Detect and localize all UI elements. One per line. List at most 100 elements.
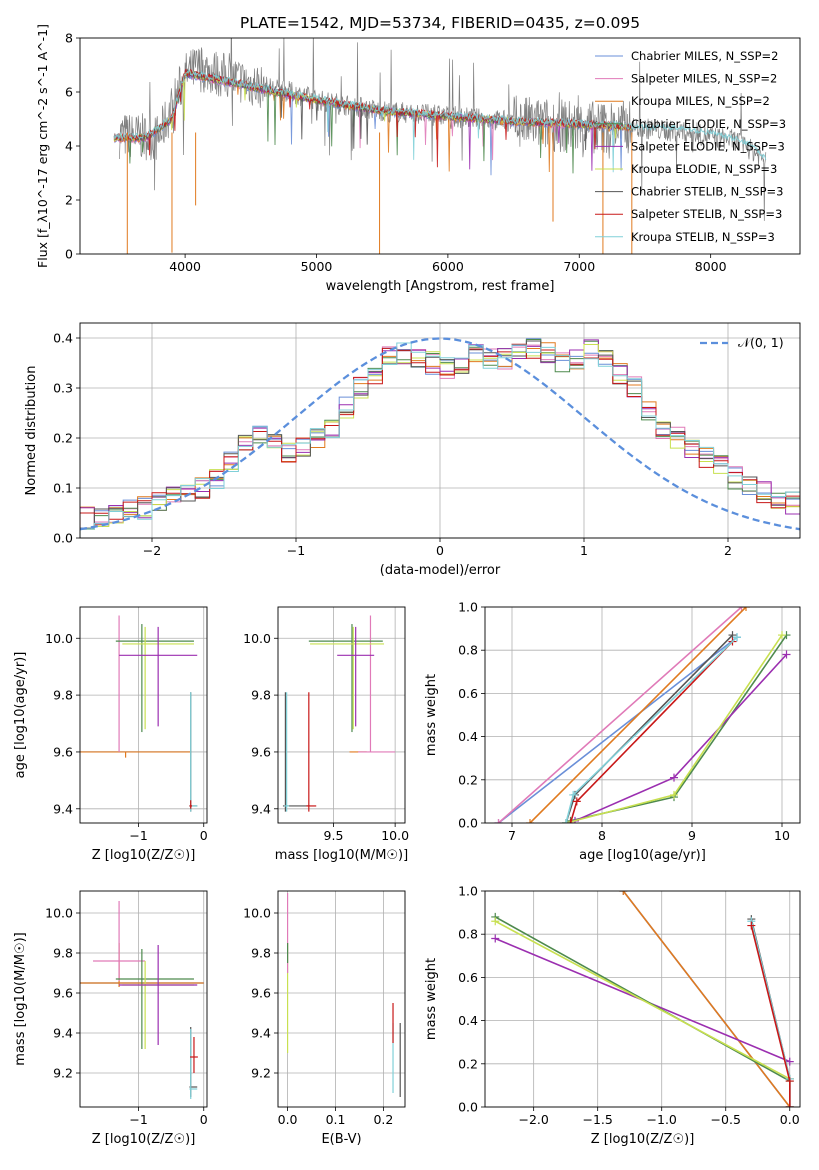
plot-frame [484,606,801,824]
histogram-lines [80,337,800,538]
legend-label: Kroupa MILES, N_SSP=2 [631,94,770,108]
x-axis-label: Z [log10(Z/Z☉)] [92,1132,196,1147]
x-axis-label: mass [log10(M/M☉)] [275,848,408,863]
x-tick-label: −1 [129,1112,147,1127]
errorbar-salpeter-miles [358,615,396,753]
weight-line-chabrier-miles [498,636,738,823]
y-tick-label: 0.1 [53,481,73,496]
errorbars-mass_vs_Z [80,901,204,1099]
weight-marker [742,607,750,611]
errorbar-salpeter-elodie [119,626,198,727]
x-tick-label: 0.0 [278,1112,298,1127]
model-spectrum-kroupa-stelib [113,69,767,173]
plot-frame [277,890,406,1108]
weight-marker [491,934,500,943]
weight-lines-weight_vs_age [494,607,791,823]
normal-curve-line [80,337,800,531]
x-tick-label: −1 [129,828,147,843]
weight-marker [737,607,746,611]
y-tick-label: 9.6 [53,744,73,759]
y-tick-label: 9.4 [251,1026,271,1041]
x-tick-label: −0.5 [711,1112,741,1127]
y-tick-label: 4 [65,139,73,154]
x-axis-label: (data-model)/error [380,563,501,578]
errorbar-chabrier-elodie [308,624,383,733]
weight-marker [491,917,500,926]
legend-label: Salpeter MILES, N_SSP=2 [631,72,777,86]
y-tick-label: 6 [65,85,73,100]
x-tick-label: 5000 [301,259,333,274]
y-axis-label: mass [log10(M/M☉)] [13,932,28,1065]
x-axis-label: E(B-V) [321,1132,361,1147]
figure-title: PLATE=1542, MJD=53734, FIBERID=0435, z=0… [240,14,640,32]
x-tick-label: 10.0 [381,828,409,843]
errorbar-kroupa-stelib [284,692,290,812]
weight-marker [747,921,756,930]
errorbars-mass_vs_EBV [286,893,401,1097]
y-tick-label: 0.0 [53,531,73,546]
x-tick-label: 1 [580,543,588,558]
axes-spectrum: 4000 5000 6000 7000 8000 0 2 4 6 8 wavelength [Ang… [35,24,801,294]
y-tick-label: 1.0 [458,884,478,899]
y-tick-label: 9.8 [251,688,271,703]
y-tick-label: 0.2 [53,431,73,446]
y-tick-label: 9.8 [53,688,73,703]
y-axis-label: Flux [f_λ10^-17 erg cm^-2 s^-1 A^-1] [35,24,50,268]
x-tick-label: 0 [200,1112,208,1127]
y-tick-label: 9.4 [53,1026,73,1041]
legend-label: Kroupa ELODIE, N_SSP=3 [631,162,777,176]
x-axis-label: age [log10(age/yr)] [579,848,706,863]
axes-mass_vs_Z: −1 0 9.2 9.4 9.6 9.8 10.0 Z [log10(Z/Z☉)] mass [… [13,890,208,1147]
legend-label: Chabrier MILES, N_SSP=2 [631,49,778,63]
plot-frame [79,37,801,255]
errorbar-salpeter-stelib [189,800,193,809]
legend-label: Chabrier ELODIE, N_SSP=3 [631,117,786,131]
weight-marker [494,819,503,823]
y-tick-label: 0 [65,247,73,262]
weight-line-salpeter-miles [497,607,743,823]
x-tick-label: 8000 [695,259,727,274]
histogram-salpeter-stelib [80,343,800,538]
y-tick-label: 9.2 [251,1066,271,1081]
legend-label: Salpeter STELIB, N_SSP=3 [631,207,782,221]
spectrum-lines [113,38,767,254]
x-tick-label: −2 [143,543,161,558]
errorbar-salpeter-elodie [337,626,375,727]
y-tick-label: 0.2 [458,772,478,787]
x-tick-label: 10 [774,828,790,843]
weight-line-kroupa-elodie [494,920,791,1080]
weight-marker [733,633,741,642]
y-tick-label: 9.8 [251,946,271,961]
x-tick-label: −1 [287,543,305,558]
y-tick-label: 9.6 [53,986,73,1001]
y-tick-label: 0.4 [458,1013,478,1028]
weight-marker [572,797,581,806]
y-tick-label: 0.0 [458,816,478,831]
weight-marker [670,773,678,782]
legend-label: Kroupa STELIB, N_SSP=3 [631,230,775,244]
legend-label: Salpeter ELODIE, N_SSP=3 [631,139,785,153]
plot-frame [79,322,801,539]
legend-label: 𝒩(0, 1) [738,335,784,350]
y-axis-label: age [log10(age/yr)] [13,652,28,779]
x-tick-label: 6000 [432,259,464,274]
errorbar-kroupa-miles [80,751,191,758]
y-axis-label: mass weight [424,958,439,1040]
legend-label: Chabrier STELIB, N_SSP=3 [631,185,783,199]
weight-marker [782,650,791,659]
weight-marker [785,1103,794,1107]
errorbar-kroupa-stelib [189,1029,198,1099]
x-tick-label: 4000 [169,259,201,274]
y-tick-label: 8 [65,31,73,46]
histogram-kroupa-stelib [80,342,800,538]
plot-frame [79,890,208,1108]
plot-frame [277,606,406,824]
weight-marker [670,790,678,799]
y-tick-label: 2 [65,193,73,208]
x-tick-label: 0 [200,828,208,843]
errorbar-chabrier-elodie [115,624,194,733]
errorbar-salpeter-stelib [306,692,317,812]
x-tick-label: 7000 [563,259,595,274]
plot-frame [484,890,801,1108]
y-tick-label: 1.0 [458,600,478,615]
